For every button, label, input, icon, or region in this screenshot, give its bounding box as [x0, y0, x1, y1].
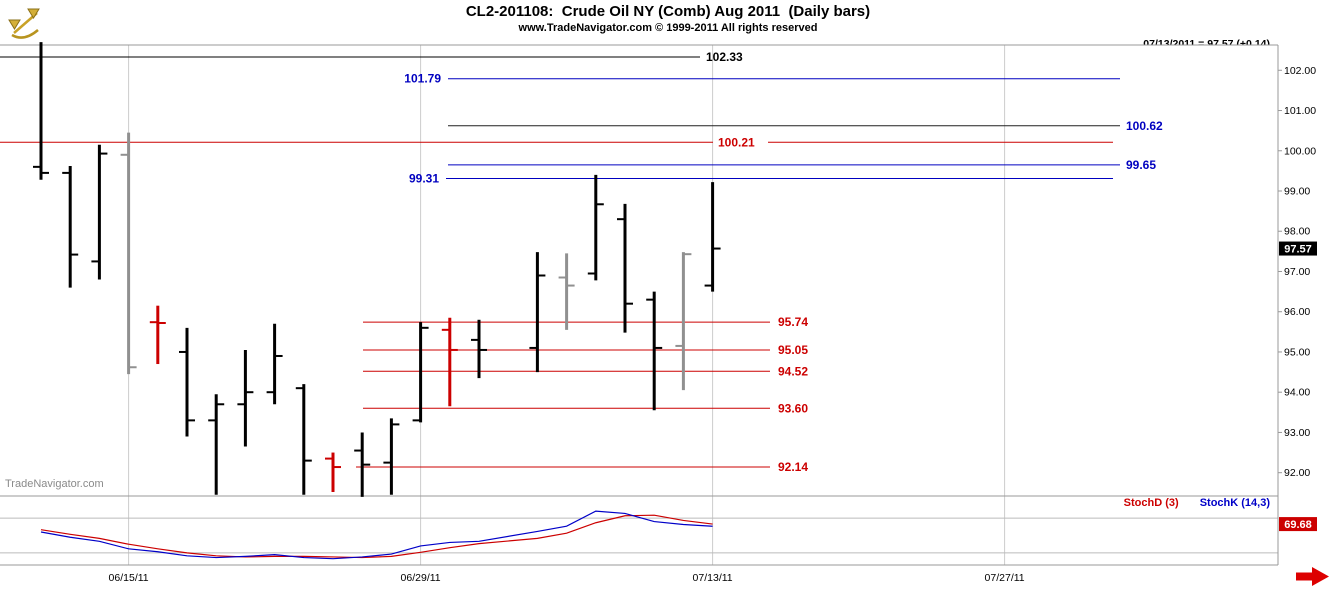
level-price-label: 99.65 — [1126, 158, 1156, 172]
level-price-label: 102.33 — [706, 50, 743, 64]
price-axis-label: 97.00 — [1284, 266, 1310, 278]
level-price-label: 95.05 — [778, 343, 808, 357]
level-price-label: 94.52 — [778, 364, 808, 378]
main-plot-area[interactable] — [0, 45, 1278, 496]
price-axis-label: 98.00 — [1284, 226, 1310, 238]
level-price-label: 95.74 — [778, 315, 808, 329]
stochk-label: StochK (14,3) — [1199, 497, 1270, 509]
price-axis-label: 101.00 — [1284, 105, 1316, 117]
date-axis-label: 07/13/11 — [693, 572, 733, 584]
stoch-plot-area[interactable] — [0, 496, 1278, 565]
stoch-value: 69.68 — [1284, 519, 1312, 531]
level-price-label: 100.62 — [1126, 119, 1163, 133]
level-price-label: 99.31 — [409, 172, 439, 186]
last-price-value: 97.57 — [1284, 244, 1312, 256]
tradenavigator-logo-icon — [6, 5, 42, 41]
stochd-label: StochD (3) — [1123, 497, 1179, 509]
chart-title: CL2-201108: Crude Oil NY (Comb) Aug 2011… — [465, 3, 871, 20]
stochk-line — [40, 510, 713, 560]
date-axis-label: 07/27/11 — [985, 572, 1025, 584]
scroll-right-arrow-icon[interactable] — [1296, 567, 1329, 586]
last-price-box — [1279, 241, 1317, 256]
stoch-value-box — [1279, 517, 1317, 532]
price-axis-label: 102.00 — [1284, 65, 1316, 77]
price-axis-label: 93.00 — [1284, 427, 1310, 439]
date-axis-label: 06/15/11 — [109, 572, 149, 584]
chart-subtitle: www.TradeNavigator.com © 1999-2011 All r… — [518, 22, 818, 34]
level-price-label: 101.79 — [404, 72, 441, 86]
level-price-label: 93.60 — [778, 401, 808, 415]
price-axis-label: 95.00 — [1284, 346, 1310, 358]
watermark: TradeNavigator.com — [5, 478, 104, 490]
price-axis-label: 94.00 — [1284, 387, 1310, 399]
stoch-legend: StochD (3) StochK (14,3) — [1124, 497, 1270, 509]
date-axis-label: 06/29/11 — [401, 572, 441, 584]
price-axis-label: 96.00 — [1284, 306, 1310, 318]
price-axis-label: 99.00 — [1284, 185, 1310, 197]
level-price-label: 100.21 — [718, 135, 755, 149]
price-axis-label: 100.00 — [1284, 145, 1316, 157]
price-axis-label: 92.00 — [1284, 467, 1310, 479]
level-price-label: 92.14 — [778, 460, 808, 474]
